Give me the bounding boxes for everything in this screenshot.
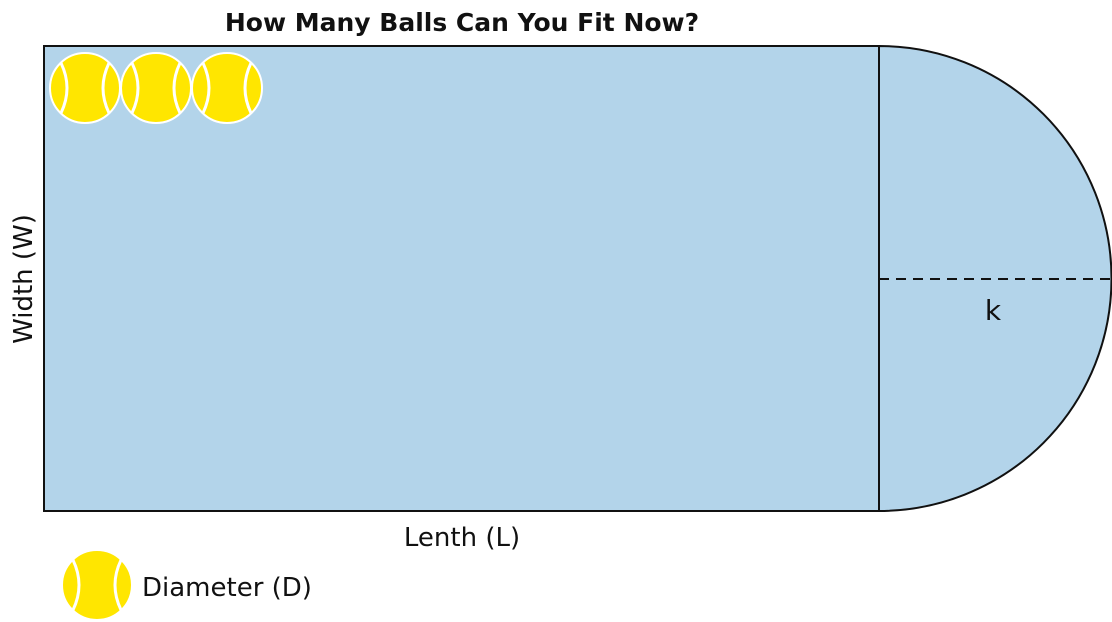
radius-label: k — [985, 294, 1002, 327]
legend: Diameter (D) — [60, 548, 312, 622]
tennis-ball-icon — [119, 51, 193, 125]
semicircle-field — [878, 44, 1112, 513]
legend-label: Diameter (D) — [142, 573, 312, 603]
tennis-ball-icon — [48, 51, 122, 125]
width-label: Width (W) — [9, 214, 39, 344]
tennis-ball-icon — [60, 548, 134, 622]
length-label: Lenth (L) — [404, 523, 520, 553]
rectangle-field — [43, 45, 880, 512]
diagram-title: How Many Balls Can You Fit Now? — [225, 8, 699, 37]
tennis-ball-icon — [190, 51, 264, 125]
ball-row — [48, 51, 264, 125]
